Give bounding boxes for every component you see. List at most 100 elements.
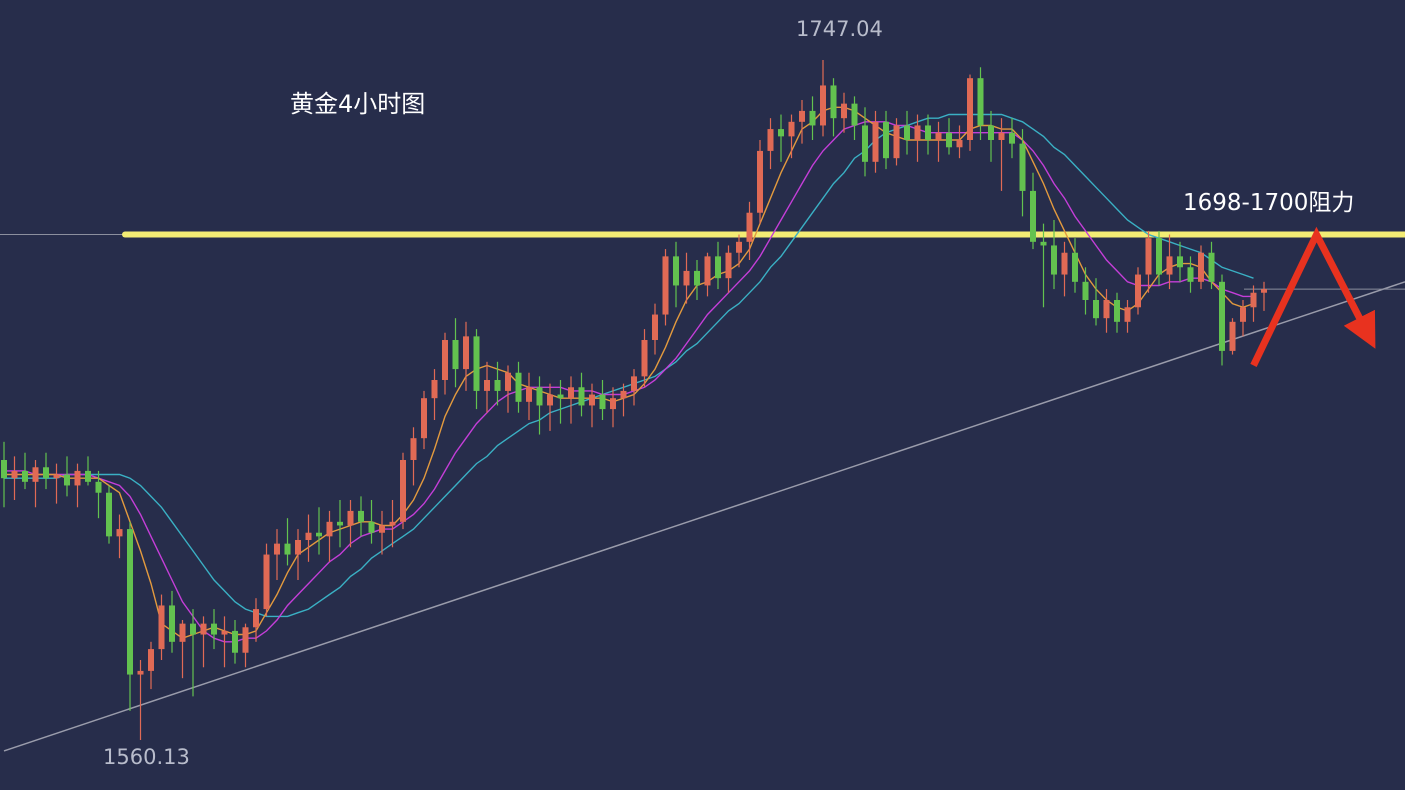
candle-body (862, 125, 868, 162)
candle-body (43, 467, 49, 479)
candle (767, 118, 774, 170)
candle-body (1156, 238, 1162, 275)
candle-body (368, 521, 375, 533)
candle (925, 114, 931, 155)
candle-body (200, 623, 207, 635)
candle-body (1019, 143, 1026, 191)
candle-body (347, 510, 354, 526)
candle-body (158, 605, 165, 650)
candle (305, 514, 312, 562)
candle-body (1040, 241, 1047, 246)
candle-body (410, 438, 417, 460)
candle (463, 321, 469, 391)
candle-body (778, 129, 784, 137)
candle-body (284, 543, 291, 555)
candle (368, 500, 375, 544)
candle-body (1124, 307, 1131, 322)
candle (904, 110, 910, 155)
candle (557, 380, 564, 424)
candle (673, 241, 679, 308)
candle (211, 609, 217, 650)
candle (169, 590, 175, 653)
candle-body (242, 627, 249, 653)
candle (232, 620, 238, 664)
candle-body (494, 380, 501, 391)
candle (1219, 274, 1225, 366)
candle-body (1061, 252, 1068, 275)
candle-body (1009, 132, 1015, 144)
candle-body (1198, 252, 1204, 282)
candle-body (337, 521, 343, 526)
candle-body (64, 474, 70, 486)
candle-body (1135, 274, 1141, 308)
candle (64, 456, 70, 497)
candle (841, 92, 847, 133)
candle-body (872, 121, 879, 162)
candle-body (809, 110, 816, 126)
candle (295, 529, 301, 580)
candle-body (568, 387, 574, 399)
candle-body (704, 256, 711, 286)
candle-body (767, 129, 774, 151)
candle (1061, 241, 1068, 297)
candle (1072, 238, 1078, 293)
candle-body (935, 132, 942, 140)
candle (1093, 278, 1099, 326)
candle-body (998, 132, 1005, 140)
candle-body (1093, 300, 1099, 319)
candle (389, 500, 396, 548)
candle-body (1114, 300, 1120, 322)
candle (452, 318, 459, 388)
candle-body (127, 529, 133, 675)
candle-body (400, 460, 406, 522)
candle-body (484, 380, 490, 391)
candle-body (452, 340, 459, 370)
candle (494, 361, 501, 406)
candle (179, 620, 186, 679)
candle-body (883, 121, 889, 159)
candle (683, 252, 690, 304)
candle-body (725, 252, 732, 279)
candle (1229, 318, 1236, 355)
candle-body (326, 521, 333, 537)
candle-body (169, 605, 175, 642)
candle-body (1145, 238, 1152, 275)
candle (1145, 230, 1152, 293)
candle (421, 390, 427, 450)
candle-body (715, 256, 721, 279)
candle (967, 74, 973, 151)
candle-body (956, 140, 963, 148)
candle-body (589, 394, 595, 406)
candle (946, 118, 952, 155)
candle (158, 594, 165, 660)
candle-body (505, 372, 511, 391)
candle-body (746, 212, 753, 242)
candle (32, 460, 39, 508)
candle (95, 470, 102, 519)
candle (589, 383, 595, 428)
candle-body (904, 125, 910, 140)
candle (809, 96, 816, 140)
candle-body (148, 649, 154, 671)
candle (431, 369, 438, 420)
candle (988, 110, 994, 162)
candle (662, 249, 669, 326)
candle (1187, 256, 1194, 293)
chart-title: 黄金4小时图 (290, 90, 426, 118)
candle-body (295, 540, 301, 555)
candle-body (736, 241, 742, 253)
candle (1177, 241, 1183, 282)
candle (74, 463, 81, 508)
candle-body (379, 525, 385, 533)
candle-body (305, 532, 312, 540)
candle (1, 441, 7, 508)
candle-body (116, 529, 123, 537)
candle-body (631, 376, 637, 391)
candle-body (95, 481, 102, 493)
candle-body (830, 85, 837, 119)
candle (788, 114, 795, 159)
candle (778, 114, 784, 162)
candle (1051, 220, 1057, 290)
candle (53, 463, 60, 504)
